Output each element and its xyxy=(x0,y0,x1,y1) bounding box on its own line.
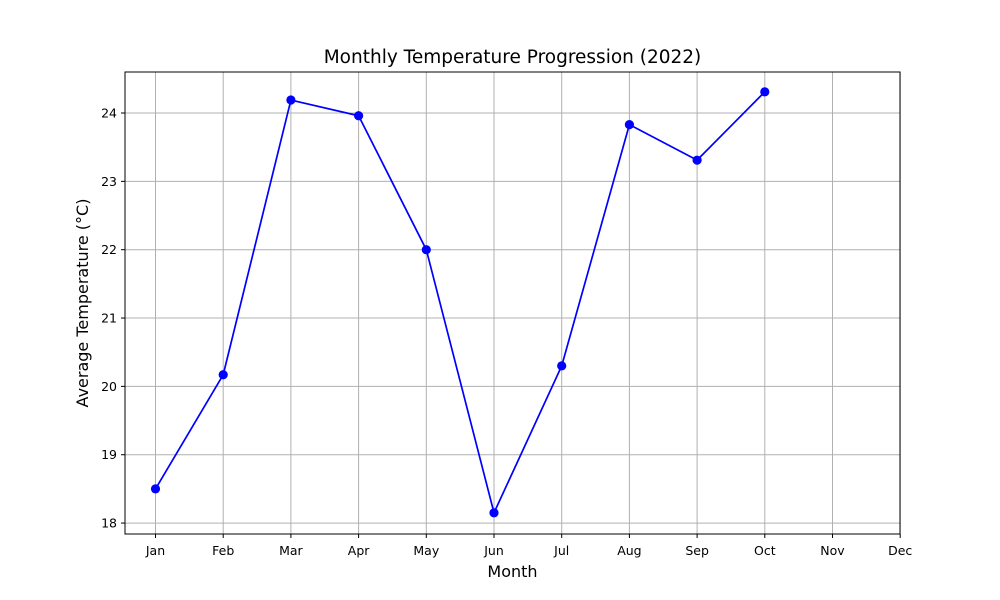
y-tick-label: 21 xyxy=(101,311,117,326)
data-point-marker xyxy=(692,155,702,165)
x-tick-label: Jun xyxy=(483,543,504,558)
x-tick-label: Nov xyxy=(820,543,845,558)
data-point-marker xyxy=(354,111,364,121)
x-tick-label: Mar xyxy=(279,543,303,558)
data-point-marker xyxy=(624,120,635,130)
y-tick-label: 23 xyxy=(101,174,117,189)
x-tick-label: Jan xyxy=(145,543,165,558)
x-tick-label: Dec xyxy=(888,543,912,558)
x-tick-label: Feb xyxy=(212,543,234,558)
data-point-marker xyxy=(150,484,161,494)
x-tick-label: Oct xyxy=(754,543,776,558)
data-point-marker xyxy=(557,361,567,371)
x-tick-label: Aug xyxy=(617,543,641,558)
y-tick-label: 19 xyxy=(101,447,117,462)
data-point-marker xyxy=(286,95,296,105)
chart-title: Monthly Temperature Progression (2022) xyxy=(324,47,702,68)
data-point-marker xyxy=(489,508,499,518)
x-tick-label: Jul xyxy=(553,543,569,558)
y-axis-ticks: 18 19 20 21 22 23 24 xyxy=(101,106,125,531)
plot-area-frame xyxy=(124,71,901,535)
series-layer xyxy=(150,87,770,518)
y-tick-label: 18 xyxy=(101,516,117,531)
x-tick-label: Apr xyxy=(348,543,370,558)
x-tick-label: Sep xyxy=(685,543,709,558)
y-axis-title: Average Temperature (°C) xyxy=(73,199,92,408)
x-axis-ticks: Jan Feb Mar Apr May Jun Jul Aug Sep Oct Nov Dec xyxy=(145,534,912,558)
y-tick-label: 22 xyxy=(101,242,117,257)
y-tick-label: 20 xyxy=(101,379,117,394)
data-point-marker xyxy=(421,245,431,255)
data-point-marker xyxy=(760,87,770,97)
y-tick-label: 24 xyxy=(101,106,117,121)
x-axis-title: Month xyxy=(487,562,537,581)
data-point-marker xyxy=(218,370,228,380)
series-line xyxy=(154,91,766,514)
x-tick-label: May xyxy=(413,543,439,558)
